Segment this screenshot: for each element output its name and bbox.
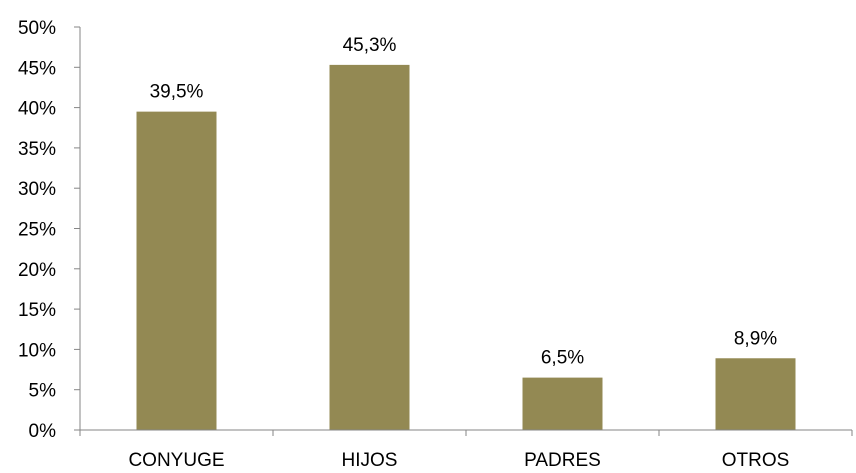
data-label-otros: 8,9% [734,328,777,349]
axes [79,27,853,436]
y-tick-label: 10% [18,340,56,361]
data-labels: 39,5% 45,3% 6,5% 8,9% [150,35,778,369]
bar-padres [522,377,603,430]
data-label-conyuge: 39,5% [150,82,204,103]
bar-otros [715,358,796,430]
y-tick-label: 20% [18,260,56,281]
bars [136,64,796,430]
y-tick-label: 5% [29,381,57,402]
category-label-hijos: HIJOS [342,450,398,471]
y-tick-label: 40% [18,99,56,120]
bar-hijos [329,64,410,430]
y-tick-label: 45% [18,58,56,79]
category-label-padres: PADRES [524,450,601,471]
bar-conyuge [136,111,217,430]
y-tick-label: 25% [18,220,56,241]
y-tick-label: 35% [18,139,56,160]
y-axis-ticks: 0% 5% 10% 15% 20% 25% 30% 35% 40% 45% 50% [18,18,80,442]
category-label-conyuge: CONYUGE [128,450,224,471]
data-label-hijos: 45,3% [343,35,397,56]
y-tick-label: 0% [29,421,57,442]
category-label-otros: OTROS [722,450,790,471]
category-labels: CONYUGE HIJOS PADRES OTROS [128,450,789,471]
y-tick-label: 50% [18,18,56,39]
y-tick-label: 15% [18,300,56,321]
data-label-padres: 6,5% [541,348,584,369]
y-tick-label: 30% [18,179,56,200]
